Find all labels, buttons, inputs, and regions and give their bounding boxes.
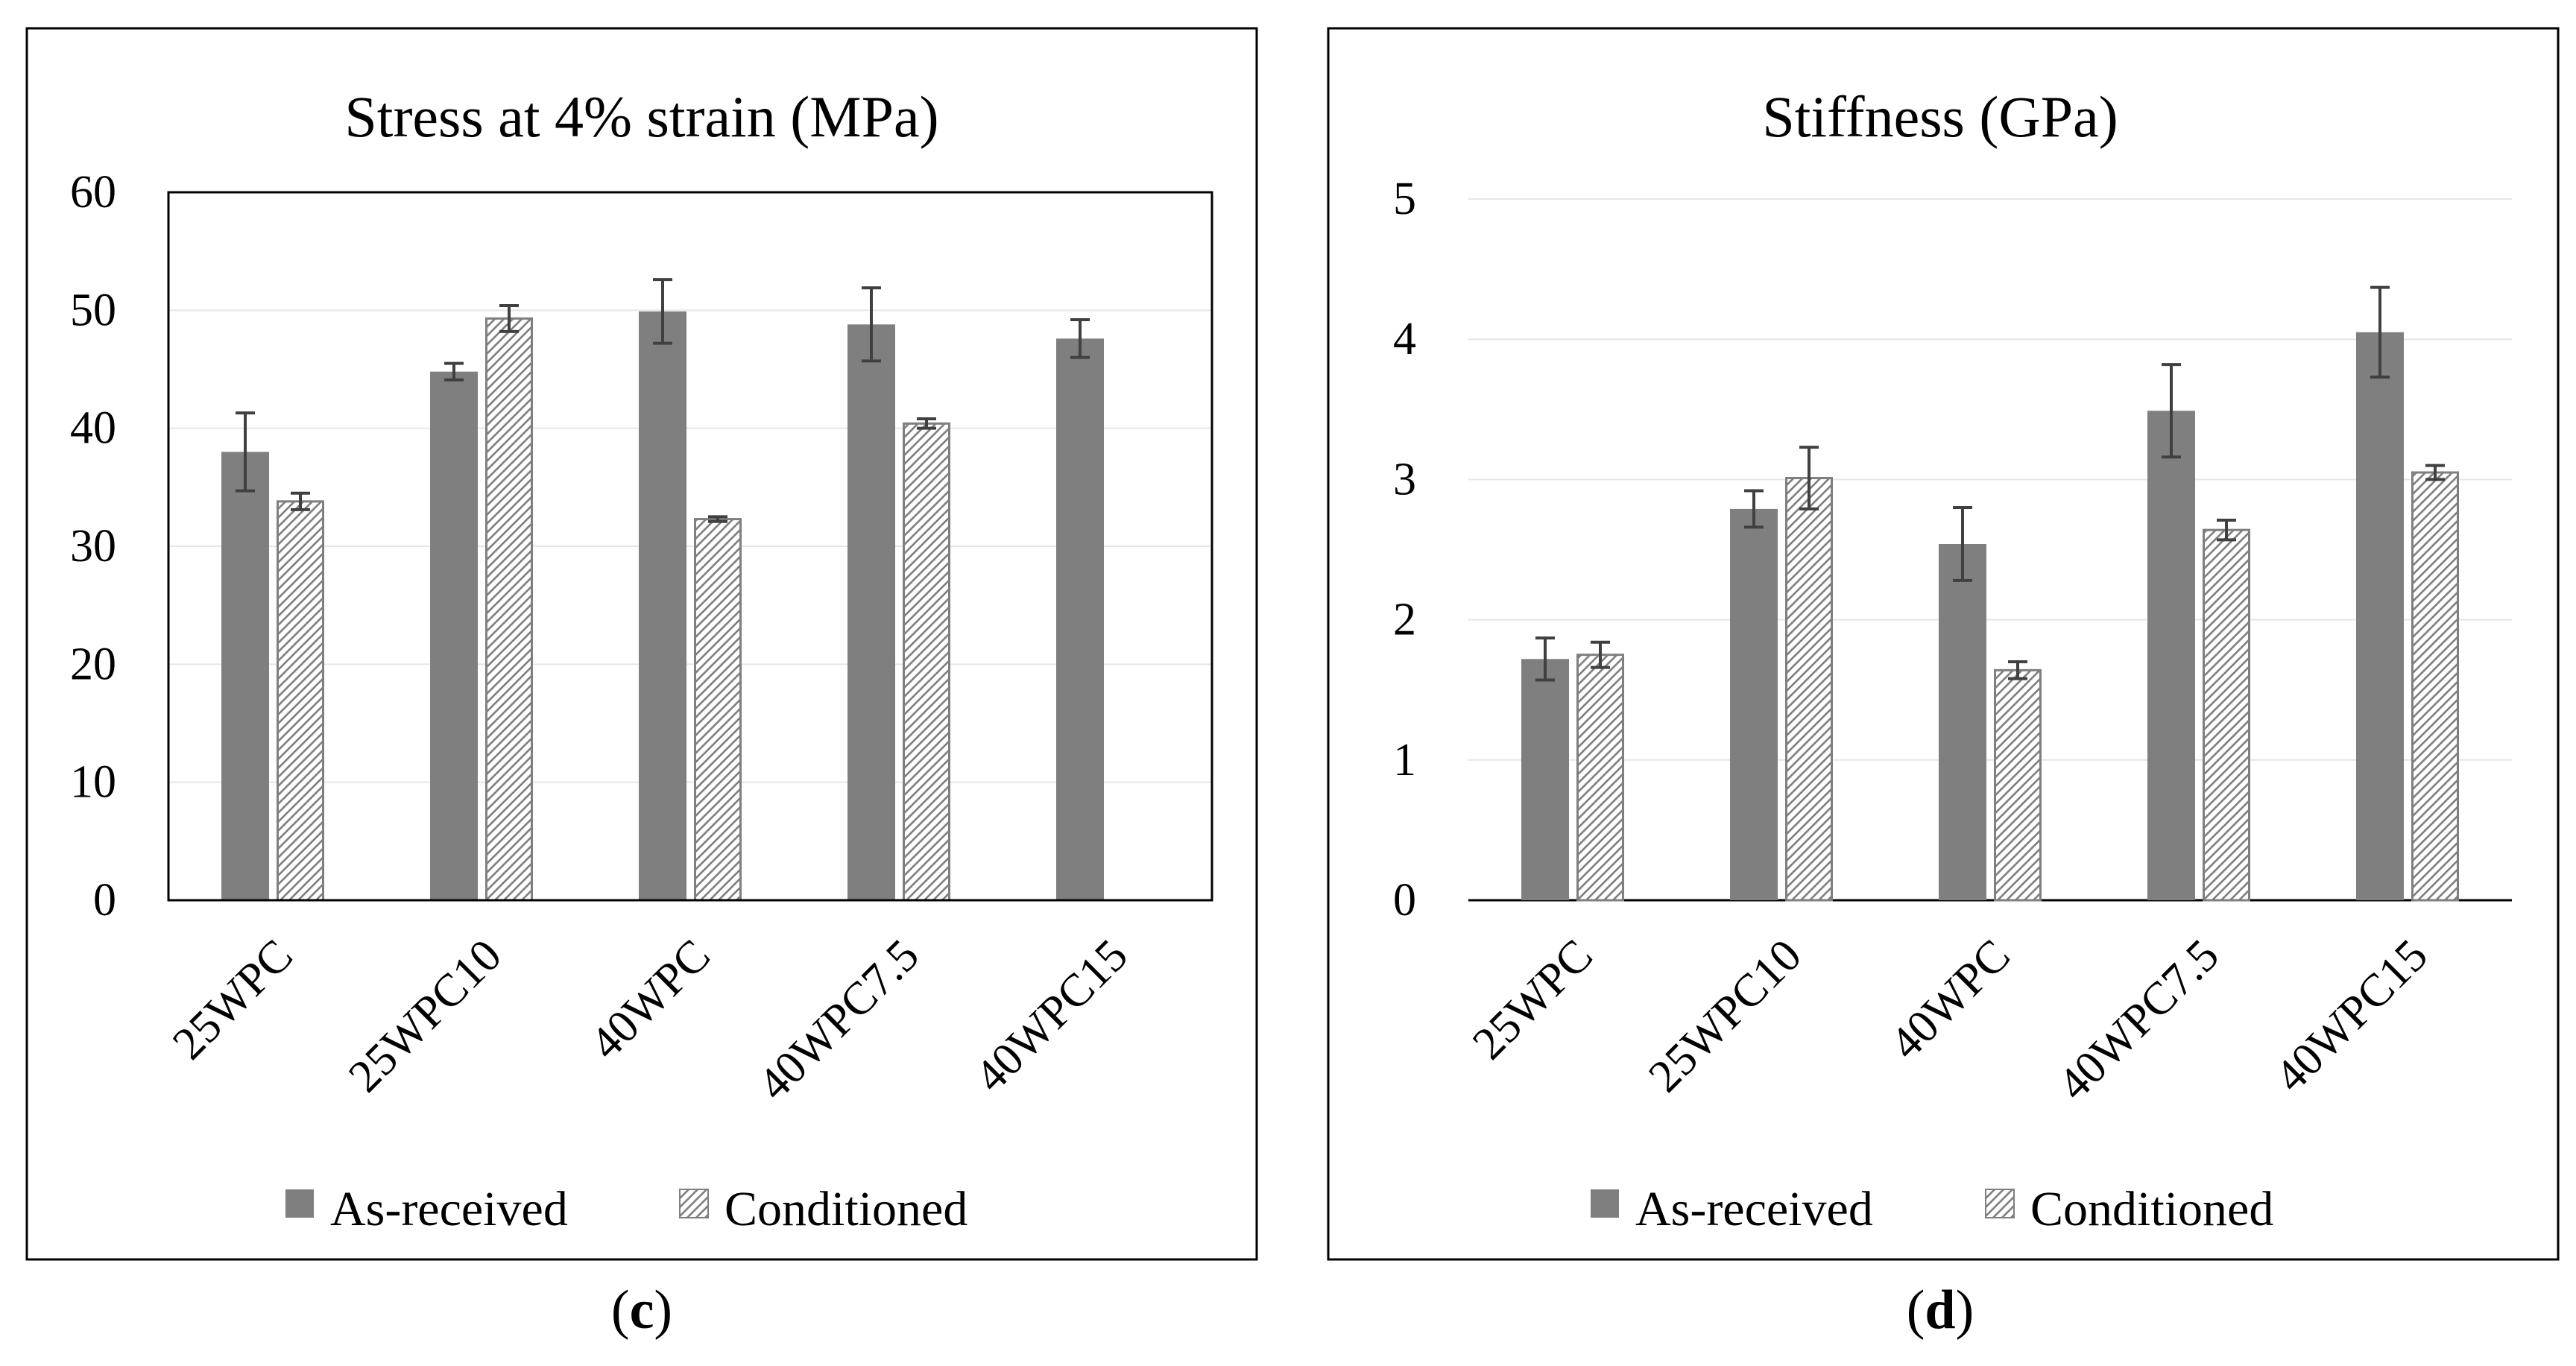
legend-label-conditioned: Conditioned xyxy=(724,1182,967,1236)
panel-caption-c: (c) xyxy=(611,1280,672,1341)
error-bar-as-received-25WPC xyxy=(236,411,255,493)
error-bar-conditioned-40WPC15 xyxy=(2425,464,2445,481)
y-tick-label: 60 xyxy=(70,167,116,218)
error-bar-as-received-40WPC15 xyxy=(1070,318,1090,359)
bar-conditioned-25WPC10 xyxy=(485,317,533,902)
error-bar-as-received-40WPC7.5 xyxy=(862,286,881,363)
error-bar-conditioned-40WPC7.5 xyxy=(917,417,936,430)
bar-conditioned-25WPC10 xyxy=(1785,477,1833,902)
error-bars xyxy=(1535,285,2445,682)
bar-as-received-25WPC xyxy=(1521,659,1569,900)
bar-as-received-25WPC10 xyxy=(430,371,478,901)
error-bar-conditioned-25WPC10 xyxy=(499,304,519,333)
bars xyxy=(1521,332,2459,902)
bar-as-received-25WPC xyxy=(221,452,269,900)
error-bar-conditioned-40WPC7.5 xyxy=(2217,518,2236,542)
legend-label-as-received: As-received xyxy=(1635,1182,1873,1236)
bar-as-received-40WPC7.5 xyxy=(847,324,895,900)
legend-swatch-as-received xyxy=(1591,1189,1619,1218)
y-axis-ticks: 0 10 20 30 40 50 60 xyxy=(70,167,116,926)
y-tick-label: 0 xyxy=(93,875,116,926)
legend-swatch-conditioned xyxy=(1985,1189,2015,1218)
error-bar-as-received-25WPC xyxy=(1535,636,1555,682)
bar-as-received-40WPC xyxy=(1939,543,1986,900)
bar-conditioned-40WPC xyxy=(694,518,742,902)
error-bar-as-received-40WPC7.5 xyxy=(2162,363,2181,459)
chart-title: Stress at 4% strain (MPa) xyxy=(344,84,938,149)
y-tick-label: 3 xyxy=(1393,454,1416,505)
y-tick-label: 2 xyxy=(1393,595,1416,645)
legend: As-received Conditioned xyxy=(285,1182,967,1236)
plot-area-frame xyxy=(167,191,1213,902)
bar-as-received-40WPC7.5 xyxy=(2147,411,2195,900)
legend-label-as-received: As-received xyxy=(330,1182,568,1236)
gridlines xyxy=(1468,198,2512,902)
error-bar-as-received-25WPC10 xyxy=(1744,489,1764,529)
legend-swatch-as-received xyxy=(285,1189,314,1218)
error-bar-as-received-25WPC10 xyxy=(444,361,464,382)
error-bar-as-received-40WPC15 xyxy=(2370,285,2390,379)
error-bar-as-received-40WPC xyxy=(1953,506,1972,582)
legend-label-conditioned: Conditioned xyxy=(2030,1182,2273,1236)
error-bars xyxy=(236,278,1090,523)
error-bar-as-received-40WPC xyxy=(653,278,672,345)
bar-as-received-40WPC xyxy=(639,311,686,901)
bar-conditioned-25WPC xyxy=(277,500,324,902)
legend: As-received Conditioned xyxy=(1591,1182,2273,1236)
bar-as-received-40WPC15 xyxy=(2356,332,2404,900)
y-tick-label: 4 xyxy=(1393,314,1416,364)
error-bar-conditioned-40WPC xyxy=(708,515,727,523)
y-tick-label: 10 xyxy=(70,757,116,808)
bar-conditioned-40WPC7.5 xyxy=(903,422,950,902)
bar-as-received-25WPC10 xyxy=(1730,508,1778,900)
y-axis-ticks: 0 1 2 3 4 5 xyxy=(1393,174,1416,926)
y-tick-label: 20 xyxy=(70,639,116,689)
bar-conditioned-40WPC7.5 xyxy=(2203,528,2250,902)
bar-conditioned-40WPC15 xyxy=(2411,471,2459,902)
error-bar-conditioned-25WPC xyxy=(1591,640,1610,669)
bar-conditioned-40WPC xyxy=(1994,668,2042,902)
y-tick-label: 50 xyxy=(70,285,116,335)
error-bar-conditioned-25WPC xyxy=(291,491,310,511)
legend-swatch-conditioned xyxy=(679,1189,709,1218)
panel-caption-d: (d) xyxy=(1907,1280,1974,1341)
y-tick-label: 5 xyxy=(1393,174,1416,224)
error-bar-conditioned-25WPC10 xyxy=(1799,446,1819,510)
y-tick-label: 0 xyxy=(1393,875,1416,926)
chart-title: Stiffness (GPa) xyxy=(1762,84,2118,149)
y-tick-label: 1 xyxy=(1393,735,1416,785)
stress-chart-panel: Stress at 4% strain (MPa) 0102030405060 … xyxy=(25,27,1258,1261)
bar-as-received-40WPC15 xyxy=(1056,338,1104,900)
y-tick-label: 30 xyxy=(70,521,116,572)
bar-conditioned-25WPC xyxy=(1576,654,1624,902)
bars xyxy=(221,311,1104,902)
y-tick-label: 40 xyxy=(70,403,116,454)
error-bar-conditioned-40WPC xyxy=(2008,660,2027,680)
